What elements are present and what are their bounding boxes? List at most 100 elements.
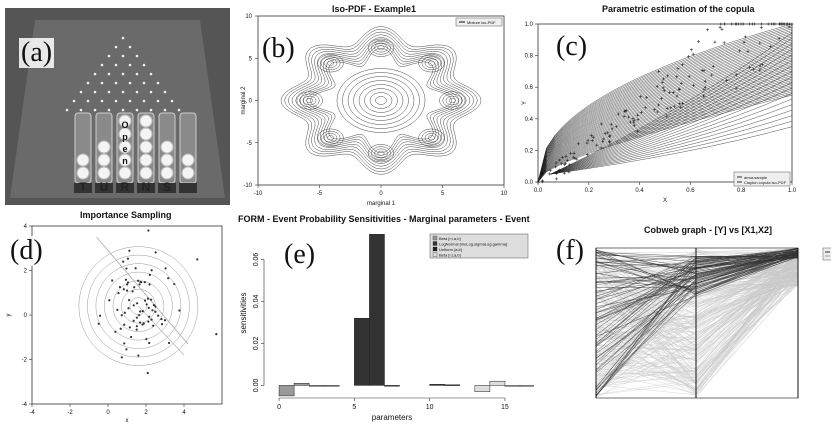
y-tick-label: 4 (24, 224, 28, 230)
x-tick-label: 15 (501, 404, 509, 411)
peg (114, 63, 118, 67)
peg (100, 99, 104, 103)
legend-swatch (432, 235, 438, 241)
sample-point (678, 87, 682, 91)
sample-point (769, 45, 773, 49)
sample-point (146, 371, 149, 375)
sample-point (589, 134, 593, 138)
x-tick-label: -4 (29, 410, 35, 416)
sample-point (631, 117, 635, 121)
sample-point (759, 22, 763, 26)
legend-swatch (432, 246, 438, 252)
contour-line (323, 58, 338, 68)
sample-point (734, 86, 738, 90)
sample-point (132, 304, 135, 307)
legend-text: Beta [r,t,a,b] (439, 253, 461, 258)
sample-point (173, 282, 176, 286)
sample-point (655, 84, 659, 88)
contour-line (280, 26, 482, 175)
copula-chart: 0.0 0.2 0.4 0.6 0.8 1.0 0.0 0.2 0.4 0.6 0.8 1.0 X Yar… (522, 22, 797, 204)
contour-line (369, 92, 393, 109)
sample-point (711, 64, 715, 68)
ball-letter: n (122, 156, 128, 166)
peg (142, 81, 146, 85)
sample-point (152, 303, 155, 307)
peg (107, 90, 111, 94)
tube-base (179, 183, 197, 193)
peg (93, 90, 97, 94)
x-tick-label: 5 (441, 191, 445, 197)
plot-frame (31, 225, 223, 405)
iso-pdf-line (550, 76, 793, 175)
panel-b: Iso-PDF - Example1 -10 -5 0 5 10 -10 -5 0 5 10 mar… (236, 2, 518, 207)
sample-point (639, 111, 643, 115)
iso-pdf-line (537, 94, 793, 183)
sample-point (591, 135, 595, 139)
x-axis-label: parameters (372, 413, 412, 422)
sample-point (573, 156, 577, 160)
iso-pdf-line (537, 93, 793, 183)
x-axis-label: X (663, 198, 667, 204)
sample-point (679, 105, 683, 109)
iso-pdf-line (537, 86, 793, 183)
iso-pdf-line (537, 69, 793, 183)
iso-pdf-line (537, 27, 793, 183)
iso-pdf-line (537, 85, 793, 183)
sample-point (135, 316, 138, 319)
sample-point (167, 341, 171, 345)
iso-pdf-line (537, 36, 793, 183)
contour-line (367, 38, 395, 57)
sample-point (541, 180, 545, 184)
sample-point (554, 165, 558, 169)
x-tick-label: 2 (144, 410, 148, 416)
sample-point (730, 22, 734, 26)
sample-point (554, 172, 558, 176)
sample-point (133, 286, 136, 289)
sample-point (123, 323, 126, 326)
sample-point (766, 22, 770, 26)
sample-point (737, 49, 741, 53)
ball (118, 153, 132, 167)
sample-point (608, 134, 612, 138)
y-axis-label: sensitivities (239, 293, 248, 334)
contour-line (375, 96, 387, 105)
sample-point (720, 27, 724, 31)
ball-letter: R (121, 180, 130, 194)
sample-point (136, 302, 139, 305)
tube-base (137, 183, 155, 193)
y-tick-label: 0.04 (253, 295, 260, 309)
tube-base (95, 183, 113, 193)
panel-label-a: (a) (19, 37, 55, 68)
density-contour (95, 263, 182, 349)
ball (76, 153, 90, 167)
contour-line (418, 128, 445, 147)
contour-line (327, 135, 335, 141)
sample-point (160, 317, 163, 321)
sample-point (569, 151, 573, 155)
peg (135, 54, 139, 58)
sample-point (758, 64, 762, 68)
contour-line (371, 146, 391, 161)
sample-point (713, 40, 717, 44)
density-contour (78, 246, 199, 366)
legend-box (455, 17, 503, 27)
contour-line (358, 84, 404, 117)
x-tick-label: -2 (67, 410, 73, 416)
iso-pdf-line (537, 43, 793, 183)
peg (107, 54, 111, 58)
peg (142, 63, 146, 67)
x-tick-label: 0.0 (534, 188, 543, 194)
sample-point (722, 41, 726, 45)
y-tick-label: -4 (22, 402, 28, 408)
sample-point (136, 279, 140, 282)
peg (86, 81, 90, 85)
ball (160, 166, 174, 180)
x-axis-label: marginal 1 (367, 201, 396, 207)
sample-point (697, 39, 701, 43)
sample-point (128, 249, 131, 252)
peg (163, 90, 167, 94)
ball (139, 153, 153, 167)
iso-pdf-line (550, 54, 793, 175)
peg (177, 108, 181, 112)
peg (149, 72, 153, 76)
